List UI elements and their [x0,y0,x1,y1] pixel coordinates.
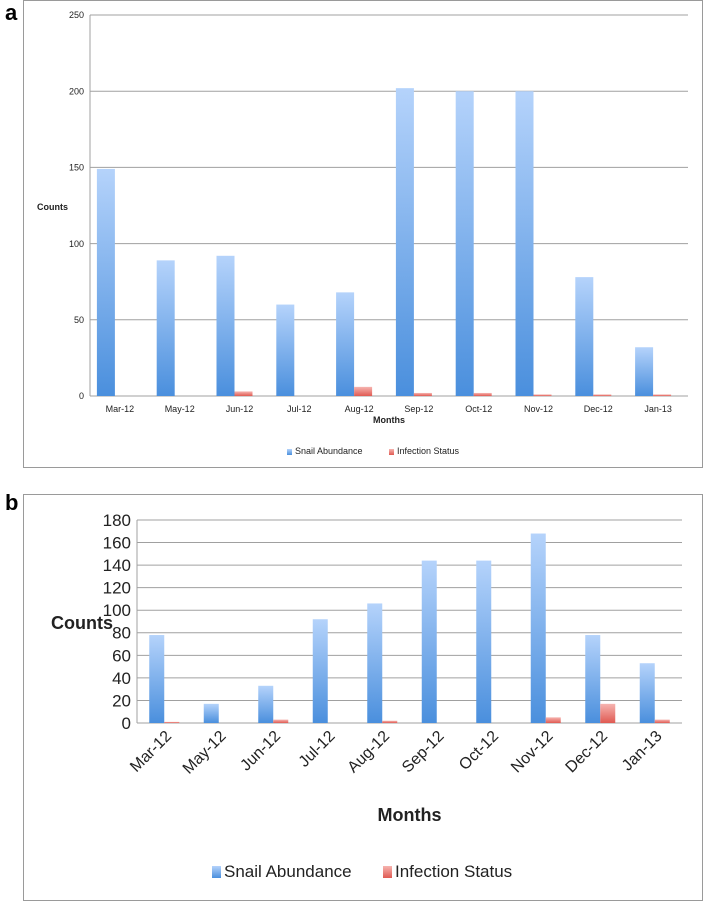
bar-snail-abundance [149,635,165,723]
legend-swatch-snail-abundance [287,449,292,455]
bar-snail-abundance [367,603,383,723]
x-tick-label: Sep-12 [404,404,433,414]
y-tick-label: 200 [69,86,84,96]
bar-infection-status [413,392,432,396]
bar-infection-status [473,392,492,396]
x-tick-label: Mar-12 [106,404,135,414]
y-tick-label: 50 [74,315,84,325]
bar-infection-status [653,394,672,396]
x-tick-label: Jun-12 [226,404,254,414]
legend-label: Infection Status [397,446,460,456]
bar-snail-abundance [216,255,235,396]
legend-swatch-infection-status [383,866,392,878]
x-axis-title: Months [373,415,405,425]
x-tick-label: Jul-12 [296,728,339,771]
bar-snail-abundance [421,560,437,723]
bar-infection-status [600,703,616,723]
y-tick-label: 180 [103,511,131,530]
bar-infection-status [234,391,253,396]
panel-b-letter: b [5,490,19,515]
panel-a-letter: a [5,0,18,25]
x-tick-label: Dec-12 [563,728,612,777]
legend-label: Snail Abundance [224,862,352,881]
y-tick-label: 60 [112,646,131,665]
chart-a: 0 50 100 150 200 250 Mar-12 May-12 Jun-12 Jul-12 A… [37,10,688,456]
bar-infection-status [593,394,612,396]
bar-snail-abundance [515,91,534,396]
x-tick-label: Oct-12 [465,404,492,414]
bar-snail-abundance [635,347,654,396]
x-tick-label: Aug-12 [345,404,374,414]
x-tick-label: Sep-12 [399,728,448,777]
legend-label: Snail Abundance [295,446,363,456]
y-axis-title: Counts [51,613,113,633]
bar-infection-status [545,717,561,723]
y-tick-label: 150 [69,163,84,173]
bar-infection-status [654,719,670,723]
y-tick-label: 0 [122,714,131,733]
y-tick-label: 120 [103,579,131,598]
chart-b-frame: 0 20 40 60 80 100 120 140 160 180 Mar-12 May-12 Jun-… [23,494,703,901]
bar-snail-abundance [585,635,601,723]
y-tick-label: 250 [69,10,84,20]
y-tick-label: 100 [69,239,84,249]
x-tick-label: Jan-13 [644,404,672,414]
bar-infection-status [164,721,180,723]
bar-infection-status [533,394,552,396]
bar-snail-abundance [156,260,175,396]
x-tick-label: Jul-12 [287,404,312,414]
chart-b: 0 20 40 60 80 100 120 140 160 180 Mar-12 May-12 Jun-… [51,511,682,881]
legend-swatch-infection-status [389,449,394,455]
x-tick-label: May-12 [165,404,195,414]
y-tick-label: 100 [103,601,131,620]
bar-snail-abundance [336,292,355,396]
y-tick-label: 20 [112,691,131,710]
legend-swatch-snail-abundance [212,866,221,878]
y-tick-label: 40 [112,669,131,688]
bar-snail-abundance [203,703,219,723]
bar-infection-status [354,386,373,396]
bar-snail-abundance [258,685,274,723]
bar-snail-abundance [312,619,328,723]
x-tick-label: Mar-12 [127,728,175,776]
x-tick-label: Nov-12 [508,728,557,777]
bar-snail-abundance [276,304,295,396]
bar-snail-abundance [575,277,594,396]
x-axis-title: Months [378,805,442,825]
y-tick-label: 160 [103,534,131,553]
bar-snail-abundance [455,91,474,396]
bar-infection-status [273,719,289,723]
bar-snail-abundance [530,533,546,723]
y-axis-title: Counts [37,202,68,212]
bar-snail-abundance [476,560,492,723]
y-tick-label: 80 [112,624,131,643]
bar-snail-abundance [639,663,655,723]
x-tick-label: Oct-12 [456,728,502,774]
y-tick-label: 0 [79,391,84,401]
x-tick-label: Jan-13 [619,728,666,775]
x-tick-label: May-12 [180,728,230,778]
x-tick-label: Jun-12 [237,728,284,775]
chart-a-frame: 0 50 100 150 200 250 Mar-12 May-12 Jun-12 Jul-12 A… [23,0,703,468]
x-tick-label: Aug-12 [345,728,394,777]
y-tick-label: 140 [103,556,131,575]
x-tick-label: Nov-12 [524,404,553,414]
legend-label: Infection Status [395,862,512,881]
bar-snail-abundance [96,168,115,396]
bar-infection-status [382,720,398,723]
bar-snail-abundance [395,88,414,396]
x-tick-label: Dec-12 [584,404,613,414]
